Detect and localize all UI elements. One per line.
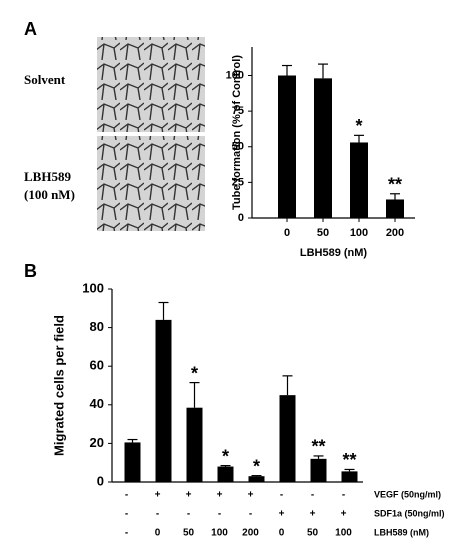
condition-cell: + [279, 509, 285, 520]
significance: * [191, 363, 198, 383]
y-tick-label: 60 [90, 358, 104, 373]
condition-cell: - [311, 490, 314, 501]
image-label: Solvent [24, 72, 66, 87]
x-tick-label: 200 [386, 227, 404, 239]
condition-cell: + [217, 490, 223, 501]
bar [310, 458, 327, 482]
bar [279, 395, 296, 482]
bar [124, 442, 141, 482]
condition-cell: - [280, 490, 283, 501]
y-tick-label: 75 [232, 105, 244, 117]
bar [350, 142, 368, 218]
condition-cell: - [187, 509, 190, 520]
panel-letter: B [24, 261, 37, 281]
y-tick-label: 25 [232, 176, 244, 188]
image-label: LBH589 [24, 169, 71, 184]
condition-cell: 50 [307, 528, 319, 539]
micrograph [97, 37, 205, 132]
y-tick-label: 0 [238, 212, 244, 224]
condition-cell: - [342, 490, 345, 501]
condition-label: LBH589 (nM) [374, 527, 429, 537]
y-axis-label: Migrated cells per field [51, 315, 66, 456]
condition-cell: + [310, 509, 316, 520]
x-tick-label: 0 [284, 227, 290, 239]
condition-cell: 100 [211, 528, 228, 539]
y-tick-label: 100 [226, 69, 244, 81]
x-tick-label: 50 [317, 227, 329, 239]
condition-label: SDF1a (50ng/ml) [374, 508, 445, 518]
panel-letter: A [24, 19, 37, 39]
condition-cell: - [218, 509, 221, 520]
y-tick-label: 80 [90, 319, 104, 334]
condition-cell: 50 [183, 528, 195, 539]
condition-cell: + [186, 490, 192, 501]
condition-label: VEGF (50ng/ml) [374, 489, 441, 499]
y-tick-label: 0 [97, 473, 104, 488]
condition-cell: - [249, 509, 252, 520]
bar [314, 78, 332, 218]
condition-cell: - [125, 490, 128, 501]
y-tick-label: 20 [90, 435, 104, 450]
image-label: (100 nM) [24, 187, 75, 202]
significance: ** [388, 175, 402, 195]
y-axis-label: Tube formation (% of Control) [231, 55, 243, 210]
y-tick-label: 100 [82, 280, 104, 295]
significance: ** [311, 437, 325, 457]
significance: * [355, 116, 362, 136]
bar [186, 407, 203, 482]
micrograph [97, 136, 205, 231]
condition-cell: - [125, 528, 128, 539]
x-axis-label: LBH589 (nM) [300, 247, 368, 259]
bar [155, 319, 172, 482]
significance: ** [342, 450, 356, 470]
bar [341, 471, 358, 482]
significance: * [253, 456, 260, 476]
bar [386, 199, 404, 218]
condition-cell: - [125, 509, 128, 520]
y-tick-label: 40 [90, 396, 104, 411]
significance: * [222, 446, 229, 466]
bar [217, 466, 234, 482]
condition-cell: - [156, 509, 159, 520]
condition-cell: + [155, 490, 161, 501]
x-tick-label: 100 [350, 227, 368, 239]
condition-cell: + [248, 490, 254, 501]
bar [248, 476, 265, 482]
condition-cell: 200 [242, 528, 259, 539]
condition-cell: 0 [279, 528, 285, 539]
condition-cell: 100 [335, 528, 352, 539]
condition-cell: 0 [155, 528, 161, 539]
bar [278, 75, 296, 218]
y-tick-label: 50 [232, 141, 244, 153]
condition-cell: + [341, 509, 347, 520]
